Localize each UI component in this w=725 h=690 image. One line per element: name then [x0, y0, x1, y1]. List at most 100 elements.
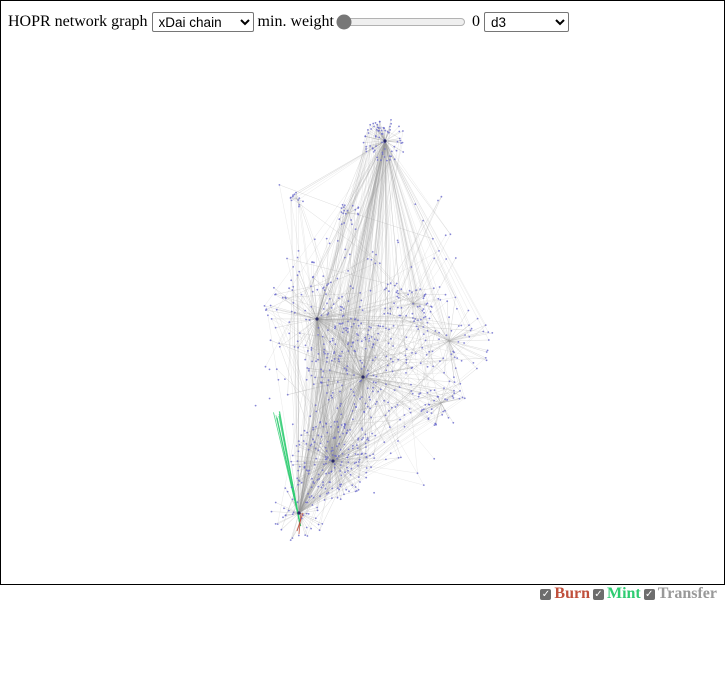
graph-node[interactable]	[454, 367, 457, 370]
graph-node[interactable]	[395, 149, 398, 152]
graph-node[interactable]	[343, 427, 346, 429]
graph-node[interactable]	[326, 284, 328, 286]
graph-node[interactable]	[298, 332, 301, 334]
graph-node[interactable]	[327, 329, 329, 331]
graph-node[interactable]	[397, 358, 400, 361]
graph-node[interactable]	[355, 406, 357, 409]
graph-node[interactable]	[296, 477, 299, 480]
graph-node[interactable]	[412, 317, 414, 319]
graph-node[interactable]	[443, 387, 445, 390]
graph-node[interactable]	[340, 211, 343, 214]
graph-node[interactable]	[421, 309, 424, 312]
graph-node[interactable]	[440, 195, 443, 198]
graph-node[interactable]	[323, 343, 325, 345]
graph-node[interactable]	[370, 416, 372, 419]
graph-node[interactable]	[386, 130, 389, 133]
graph-node[interactable]	[437, 199, 439, 202]
graph-node[interactable]	[371, 346, 374, 349]
graph-node[interactable]	[372, 381, 375, 383]
graph-node[interactable]	[322, 481, 324, 484]
graph-node[interactable]	[346, 365, 349, 367]
graph-node[interactable]	[312, 426, 315, 429]
graph-node[interactable]	[482, 330, 485, 333]
graph-node[interactable]	[442, 410, 445, 413]
graph-node[interactable]	[372, 374, 375, 377]
graph-node[interactable]	[402, 130, 404, 132]
graph-node[interactable]	[285, 297, 287, 300]
graph-node[interactable]	[305, 526, 308, 529]
graph-node[interactable]	[364, 433, 367, 436]
graph-node[interactable]	[346, 429, 349, 432]
graph-node[interactable]	[339, 498, 342, 501]
graph-node[interactable]	[305, 512, 308, 515]
graph-node[interactable]	[359, 359, 362, 362]
graph-node[interactable]	[405, 372, 407, 374]
graph-node[interactable]	[424, 339, 427, 342]
graph-node[interactable]	[354, 228, 357, 231]
graph-node[interactable]	[365, 476, 368, 479]
graph-node[interactable]	[358, 458, 361, 461]
graph-node[interactable]	[431, 350, 434, 353]
graph-node[interactable]	[265, 308, 268, 310]
graph-node[interactable]	[396, 306, 399, 309]
graph-node[interactable]	[446, 300, 449, 303]
graph-node[interactable]	[337, 455, 340, 457]
graph-node[interactable]	[361, 396, 363, 398]
graph-node[interactable]	[441, 413, 444, 416]
graph-node[interactable]	[328, 298, 331, 300]
graph-node[interactable]	[379, 127, 381, 129]
graph-node[interactable]	[364, 452, 367, 455]
graph-node[interactable]	[403, 414, 406, 416]
graph-node[interactable]	[450, 353, 453, 356]
graph-node[interactable]	[350, 467, 353, 470]
graph-node[interactable]	[375, 145, 377, 148]
graph-node[interactable]	[353, 374, 355, 376]
graph-node[interactable]	[326, 392, 328, 394]
graph-node[interactable]	[344, 256, 346, 259]
graph-node[interactable]	[390, 119, 392, 121]
graph-node[interactable]	[345, 488, 348, 491]
graph-node[interactable]	[410, 383, 412, 386]
graph-node[interactable]	[460, 324, 463, 327]
graph-node[interactable]	[422, 326, 425, 328]
graph-node[interactable]	[374, 122, 377, 124]
graph-node[interactable]	[422, 484, 425, 486]
graph-node[interactable]	[331, 497, 333, 499]
graph-node[interactable]	[399, 139, 402, 142]
graph-node[interactable]	[342, 327, 345, 330]
graph-node[interactable]	[311, 504, 314, 506]
graph-node[interactable]	[487, 331, 490, 333]
graph-node[interactable]	[305, 318, 307, 321]
graph-node[interactable]	[310, 443, 313, 446]
graph-node[interactable]	[317, 523, 320, 526]
graph-node[interactable]	[386, 283, 389, 286]
graph-node[interactable]	[292, 464, 294, 466]
graph-node[interactable]	[340, 464, 342, 466]
graph-node[interactable]	[347, 320, 349, 323]
graph-node[interactable]	[452, 397, 455, 399]
graph-node[interactable]	[314, 447, 317, 450]
graph-node[interactable]	[396, 295, 399, 298]
graph-node[interactable]	[386, 364, 389, 367]
graph-node[interactable]	[385, 287, 388, 290]
graph-node[interactable]	[311, 477, 313, 480]
graph-node[interactable]	[393, 389, 396, 391]
graph-node[interactable]	[311, 290, 314, 293]
graph-node[interactable]	[368, 340, 370, 342]
graph-node[interactable]	[254, 404, 257, 407]
graph-hub-node[interactable]	[361, 375, 365, 379]
graph-node[interactable]	[390, 337, 392, 340]
graph-node[interactable]	[366, 437, 369, 439]
graph-node[interactable]	[394, 406, 397, 408]
graph-node[interactable]	[371, 432, 373, 435]
graph-node[interactable]	[292, 266, 295, 268]
graph-node[interactable]	[356, 333, 358, 335]
graph-node[interactable]	[350, 219, 352, 221]
graph-node[interactable]	[328, 472, 330, 474]
graph-node[interactable]	[357, 488, 360, 491]
graph-node[interactable]	[393, 145, 396, 148]
graph-node[interactable]	[317, 434, 320, 437]
graph-node[interactable]	[401, 141, 404, 144]
graph-hub-node[interactable]	[315, 317, 319, 321]
graph-node[interactable]	[367, 373, 370, 375]
